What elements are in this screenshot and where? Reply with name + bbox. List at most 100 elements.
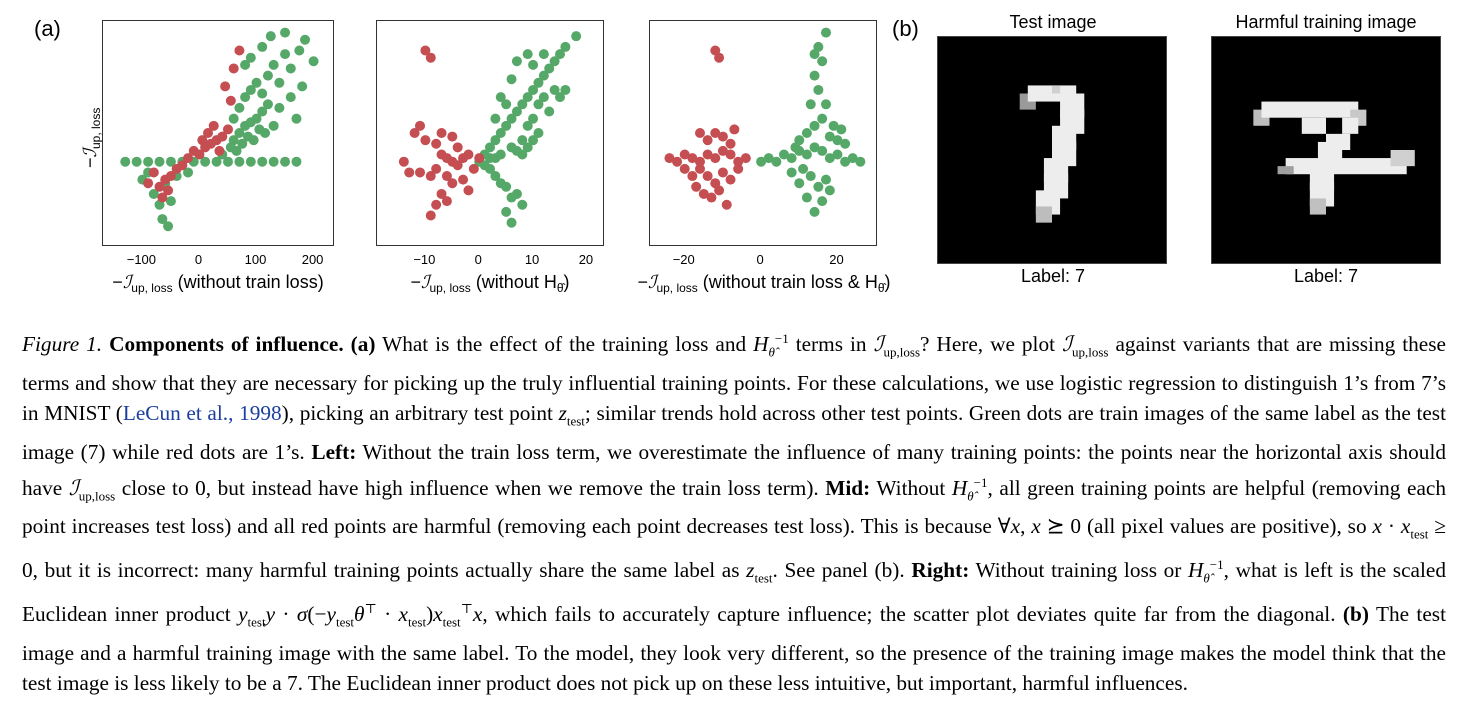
green-scatter-point	[528, 113, 539, 124]
green-scatter-point	[771, 156, 782, 167]
green-scatter-point	[824, 185, 835, 196]
green-scatter-point	[479, 160, 490, 171]
red-scatter-point	[452, 142, 463, 153]
green-scatter-point	[183, 167, 194, 178]
red-scatter-point	[714, 185, 725, 196]
green-scatter-point	[495, 92, 506, 103]
scatter-left-svg	[120, 27, 319, 232]
x-tick-label: 10	[524, 252, 540, 267]
green-scatter-point	[813, 181, 824, 192]
red-scatter-point	[725, 174, 736, 185]
green-scatter-point	[821, 99, 831, 110]
green-scatter-point	[237, 138, 248, 149]
green-scatter-point	[538, 92, 549, 103]
red-scatter-point	[672, 156, 683, 167]
red-scatter-point	[468, 163, 479, 174]
red-scatter-point	[458, 174, 469, 185]
red-scatter-point	[157, 192, 168, 203]
green-scatter-point	[163, 221, 174, 232]
red-scatter-point	[725, 149, 736, 160]
red-scatter-point	[425, 210, 436, 221]
red-scatter-point	[222, 124, 233, 135]
green-scatter-point	[245, 156, 256, 167]
x-axis-label-right: −ℐup, loss (without train loss & Hθ̂)	[637, 272, 891, 295]
green-scatter-point	[165, 196, 176, 207]
green-scatter-point	[260, 128, 271, 138]
red-scatter-point	[717, 145, 728, 156]
caption-title: Components of influence.	[109, 332, 344, 357]
figure-caption: Figure 1. Components of influence. (a) W…	[22, 331, 1447, 696]
caption-a-tag: (a)	[350, 332, 376, 357]
green-scatter-point	[836, 124, 847, 135]
green-scatter-point	[786, 153, 797, 164]
green-scatter-point	[506, 113, 517, 124]
red-scatter-point	[679, 149, 690, 160]
caption-text: Without the train loss term, we overesti…	[22, 440, 1447, 500]
green-scatter-point	[268, 59, 279, 70]
x-tick-label: 20	[578, 252, 594, 267]
green-scatter-point	[549, 56, 560, 67]
red-scatter-point	[217, 131, 228, 142]
red-scatter-point	[163, 185, 174, 196]
x-tick-label: 100	[244, 252, 267, 267]
green-scatter-point	[847, 153, 858, 164]
green-scatter-point	[265, 31, 276, 42]
test-image-title: Test image	[1009, 12, 1097, 32]
green-scatter-point	[522, 142, 533, 153]
y-axis-label: −ℐup, loss	[80, 107, 103, 168]
green-scatter-point	[798, 163, 809, 174]
green-scatter-point	[490, 113, 501, 124]
green-scatter-point	[809, 120, 820, 131]
green-scatter-point	[120, 156, 131, 167]
red-scatter-point	[425, 171, 436, 182]
green-scatter-point	[257, 88, 268, 99]
red-scatter-point	[214, 145, 225, 156]
green-scatter-point	[501, 206, 512, 217]
green-scatter-point	[511, 56, 522, 67]
red-scatter-point	[225, 95, 236, 106]
green-scatter-point	[779, 149, 789, 160]
red-scatter-point	[183, 153, 194, 164]
scatter-plot-left	[102, 20, 334, 246]
green-scatter-point	[148, 188, 159, 199]
red-scatter-point	[177, 160, 188, 171]
green-scatter-point	[809, 206, 820, 217]
green-scatter-point	[511, 188, 522, 199]
digit-seven-test	[939, 37, 1165, 263]
red-scatter-point	[733, 163, 744, 174]
red-scatter-point	[425, 52, 436, 63]
green-scatter-point	[506, 217, 517, 228]
test-image	[937, 36, 1167, 264]
red-scatter-point	[702, 171, 713, 182]
green-scatter-point	[240, 92, 251, 103]
green-scatter-point	[832, 135, 843, 146]
green-scatter-point	[268, 156, 279, 167]
green-scatter-point	[828, 120, 839, 131]
green-scatter-point	[274, 77, 285, 88]
green-scatter-point	[251, 77, 262, 88]
harmful-image-title: Harmful training image	[1235, 12, 1417, 32]
red-scatter-point	[197, 135, 208, 146]
red-scatter-point	[664, 153, 675, 164]
caption-text: close to 0, but instead have high influe…	[121, 475, 819, 500]
green-scatter-point	[538, 70, 549, 81]
red-scatter-point	[431, 199, 442, 210]
x-tick-label: −100	[126, 252, 157, 267]
x-tick-label: −20	[672, 252, 695, 267]
red-scatter-point	[721, 199, 732, 210]
red-scatter-point	[436, 188, 447, 199]
citation-link[interactable]: LeCun et al., 1998	[122, 401, 282, 426]
green-scatter-point	[805, 99, 816, 110]
green-scatter-point	[257, 106, 268, 117]
red-scatter-point	[398, 156, 409, 167]
green-scatter-point	[801, 192, 812, 203]
green-scatter-point	[501, 181, 512, 192]
scatter-plot-right	[649, 20, 877, 246]
green-scatter-point	[817, 145, 828, 156]
green-scatter-point	[251, 113, 262, 124]
x-tick-label: 20	[829, 252, 844, 267]
green-scatter-point	[832, 149, 843, 160]
red-scatter-point	[698, 188, 709, 199]
caption-b-tag: (b)	[1342, 602, 1369, 627]
green-scatter-point	[280, 49, 291, 60]
